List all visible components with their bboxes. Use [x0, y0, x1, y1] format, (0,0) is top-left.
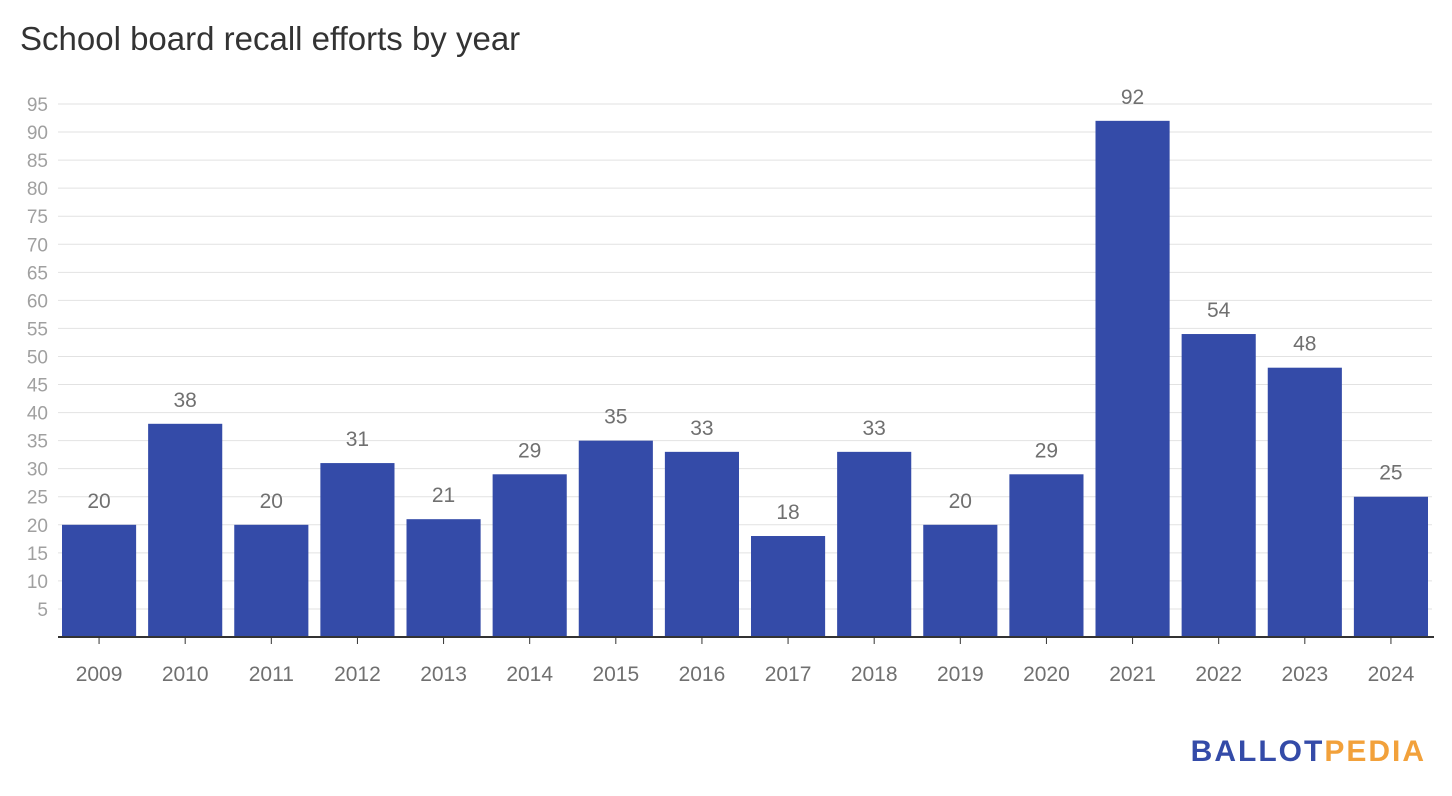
data-label: 48 [1293, 333, 1316, 356]
y-tick-label: 60 [27, 291, 48, 312]
bar [1095, 120, 1170, 637]
bar [320, 463, 395, 637]
data-label: 29 [518, 439, 541, 462]
y-tick-label: 75 [27, 207, 48, 228]
bar [837, 451, 912, 637]
bar [148, 423, 223, 637]
bar [62, 524, 137, 637]
y-tick-label: 10 [27, 572, 48, 593]
y-tick-label: 25 [27, 488, 48, 509]
x-tick-label: 2009 [76, 663, 123, 686]
bar [1353, 496, 1428, 637]
data-label: 18 [776, 501, 799, 524]
data-label: 20 [260, 490, 283, 513]
bar [406, 519, 481, 637]
bar [1009, 474, 1084, 637]
y-tick-label: 55 [27, 319, 48, 340]
y-tick-label: 90 [27, 123, 48, 144]
x-tick-label: 2015 [592, 663, 639, 686]
x-tick-label: 2024 [1368, 663, 1415, 686]
logo-part-ballot: BALLOT [1190, 735, 1325, 768]
logo-part-pedia: PEDIA [1324, 735, 1426, 768]
data-label: 20 [949, 490, 972, 513]
data-label: 25 [1379, 462, 1402, 485]
x-tick-label: 2023 [1281, 663, 1328, 686]
y-tick-label: 35 [27, 432, 48, 453]
bar [1267, 367, 1342, 637]
x-tick-label: 2019 [937, 663, 984, 686]
y-tick-label: 50 [27, 347, 48, 368]
y-tick-label: 40 [27, 404, 48, 425]
x-tick-label: 2012 [334, 663, 381, 686]
y-tick-label: 85 [27, 151, 48, 172]
x-tick-label: 2014 [506, 663, 553, 686]
x-tick-label: 2016 [679, 663, 726, 686]
x-tick-label: 2010 [162, 663, 209, 686]
bar [1181, 334, 1256, 637]
y-tick-label: 70 [27, 235, 48, 256]
x-tick-label: 2011 [249, 663, 294, 686]
data-label: 21 [432, 484, 455, 507]
x-tick-label: 2020 [1023, 663, 1070, 686]
y-tick-label: 30 [27, 460, 48, 481]
x-tick-label: 2018 [851, 663, 898, 686]
y-tick-label: 95 [27, 95, 48, 116]
bar [234, 524, 309, 637]
data-label: 33 [690, 417, 713, 440]
y-tick-label: 5 [37, 600, 48, 621]
bar [492, 474, 567, 637]
data-label: 29 [1035, 439, 1058, 462]
bar [923, 524, 998, 637]
x-tick-label: 2022 [1195, 663, 1242, 686]
data-label: 38 [174, 389, 197, 412]
bar [751, 536, 826, 637]
y-tick-label: 80 [27, 179, 48, 200]
data-label: 33 [863, 417, 886, 440]
data-label: 20 [87, 490, 110, 513]
data-label: 35 [604, 406, 627, 429]
data-label: 31 [346, 428, 369, 451]
x-tick-label: 2021 [1109, 663, 1156, 686]
y-tick-label: 15 [27, 544, 48, 565]
y-tick-label: 45 [27, 376, 48, 397]
bar [578, 440, 653, 637]
data-label: 54 [1207, 299, 1231, 322]
y-tick-label: 65 [27, 263, 48, 284]
x-tick-label: 2013 [420, 663, 467, 686]
data-label: 92 [1121, 86, 1144, 109]
y-tick-label: 20 [27, 516, 48, 537]
ballotpedia-logo: BALLOTPEDIA [1191, 735, 1426, 769]
bar [664, 451, 739, 637]
x-tick-label: 2017 [765, 663, 812, 686]
chart-title: School board recall efforts by year [20, 20, 521, 57]
